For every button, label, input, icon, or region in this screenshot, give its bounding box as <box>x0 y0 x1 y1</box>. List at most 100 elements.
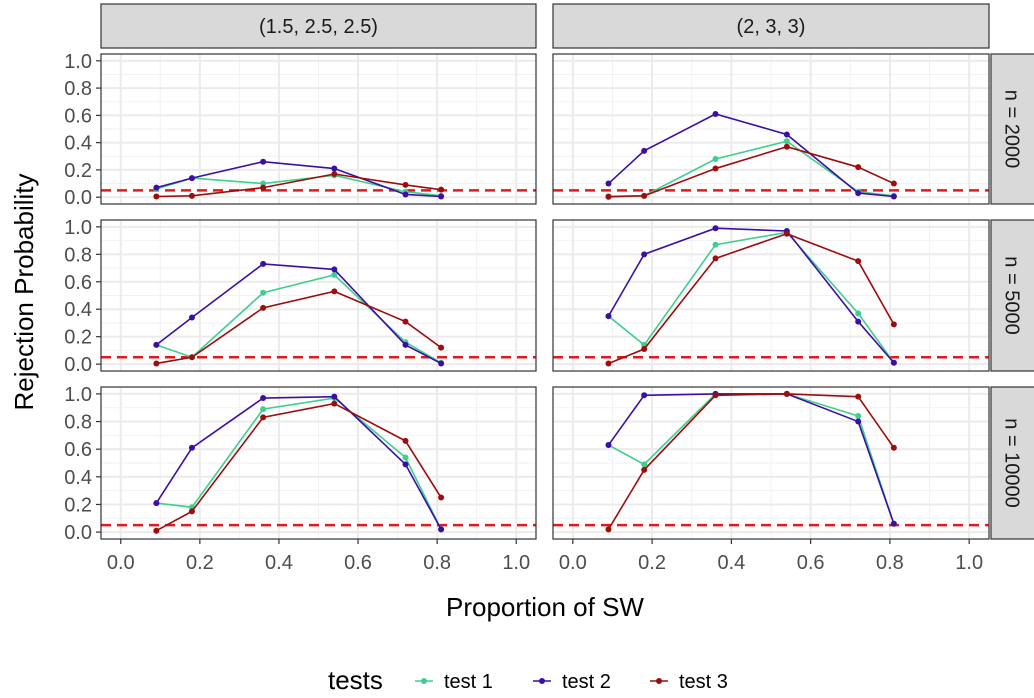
x-tick-label: 0.0 <box>559 552 587 574</box>
strips-layer: (1.5, 2.5, 2.5) (2, 3, 3) n = 2000 n = 5000… <box>100 3 1034 540</box>
data-point-test-3 <box>438 494 445 501</box>
row-strip <box>990 386 1034 540</box>
ticks-layer: 0.0 0.2 0.4 0.6 0.8 1.0 0.0 0.2 0.4 0.6 0.8 1.0 0.0 0… <box>64 51 983 574</box>
data-point-test-1 <box>783 138 790 145</box>
panel-border <box>552 386 990 540</box>
data-point-test-2 <box>153 500 160 507</box>
data-point-test-3 <box>260 184 267 191</box>
data-point-test-2 <box>641 392 648 399</box>
y-tick-label: 0.0 <box>64 522 92 544</box>
series-line-test-3 <box>156 290 442 365</box>
y-tick-label: 0.8 <box>64 412 92 434</box>
data-point-test-3 <box>641 466 648 473</box>
column-strip <box>552 3 990 49</box>
y-tick-label: 0.4 <box>64 299 92 321</box>
data-point-test-1 <box>402 454 409 461</box>
data-point-test-1 <box>260 406 267 413</box>
panel-r1-c1 <box>552 219 990 372</box>
data-point-test-2 <box>331 165 338 172</box>
y-tick-label: 0.0 <box>64 187 92 209</box>
panel-r0-c1 <box>552 53 990 205</box>
y-tick-label: 0.4 <box>64 133 92 155</box>
data-point-test-2 <box>855 418 862 425</box>
legend-key-point <box>421 678 427 684</box>
data-point-test-3 <box>260 304 267 311</box>
data-point-test-2 <box>153 184 160 191</box>
data-point-test-3 <box>855 258 862 265</box>
data-point-test-3 <box>438 344 445 351</box>
data-point-test-3 <box>438 186 445 193</box>
data-point-test-3 <box>783 230 790 237</box>
data-point-test-3 <box>188 508 195 515</box>
data-point-test-2 <box>188 175 195 182</box>
legend-title: tests <box>328 665 383 695</box>
series-line-test-2 <box>607 113 894 198</box>
x-tick-label: 1.0 <box>502 552 530 574</box>
data-point-test-2 <box>260 260 267 267</box>
data-point-test-2 <box>188 314 195 321</box>
data-point-test-2 <box>153 341 160 348</box>
series-line-test-1 <box>156 274 442 364</box>
data-point-test-1 <box>641 461 648 468</box>
data-point-test-1 <box>712 156 719 162</box>
panel-r1-c0 <box>100 219 537 372</box>
panels-layer <box>100 53 990 540</box>
data-point-test-2 <box>783 131 790 138</box>
data-point-test-2 <box>188 444 195 451</box>
data-point-test-2 <box>712 225 719 232</box>
x-tick-label: 0.4 <box>717 552 745 574</box>
data-point-test-3 <box>402 318 409 325</box>
data-point-test-3 <box>855 164 862 171</box>
x-tick-label: 0.2 <box>186 552 214 574</box>
x-tick-label: 0.6 <box>797 552 825 574</box>
data-point-test-2 <box>890 359 897 366</box>
data-point-test-3 <box>783 390 790 397</box>
panel-r2-c1 <box>552 386 990 540</box>
series-line-test-3 <box>608 232 895 365</box>
data-point-test-2 <box>260 395 267 402</box>
data-point-test-3 <box>890 321 897 328</box>
data-point-test-3 <box>153 527 160 534</box>
data-point-test-3 <box>783 143 790 150</box>
data-point-test-2 <box>605 313 612 320</box>
data-point-test-3 <box>188 354 195 361</box>
x-tick-label: 0.2 <box>638 552 666 574</box>
data-point-test-3 <box>605 193 612 200</box>
legend-key-point <box>539 678 545 684</box>
legend-label: test 1 <box>444 671 493 693</box>
y-tick-label: 0.0 <box>64 354 92 376</box>
data-point-test-2 <box>402 341 409 348</box>
data-point-test-3 <box>890 444 897 451</box>
y-tick-label: 0.8 <box>64 78 92 100</box>
data-point-test-2 <box>712 111 719 117</box>
data-point-test-3 <box>331 171 338 177</box>
data-point-test-1 <box>331 271 338 278</box>
legend-label: test 3 <box>679 671 728 693</box>
data-point-test-3 <box>855 393 862 400</box>
y-tick-label: 0.2 <box>64 327 92 349</box>
x-tick-label: 0.8 <box>876 552 904 574</box>
x-axis-title: Proportion of SW <box>446 592 644 622</box>
data-point-test-3 <box>402 437 409 444</box>
data-point-test-1 <box>712 241 719 248</box>
y-tick-label: 1.0 <box>64 384 92 406</box>
data-point-test-1 <box>855 413 862 420</box>
data-point-test-2 <box>438 526 445 533</box>
legend: tests test 1 test 2 test 3 <box>328 665 728 695</box>
data-point-test-3 <box>641 346 648 353</box>
series-line-test-3 <box>608 145 895 198</box>
data-point-test-3 <box>331 400 338 407</box>
column-strip-label: (2, 3, 3) <box>737 16 806 38</box>
row-strip-label: n = 5000 <box>1001 256 1023 334</box>
data-point-test-3 <box>605 526 612 533</box>
y-tick-label: 0.6 <box>64 439 92 461</box>
data-point-test-1 <box>855 310 862 317</box>
data-point-test-3 <box>641 192 648 199</box>
data-point-test-3 <box>890 180 897 187</box>
data-point-test-2 <box>641 147 648 154</box>
data-point-test-3 <box>188 192 195 199</box>
data-point-test-1 <box>260 289 267 296</box>
legend-key-point <box>656 678 662 684</box>
panel-r0-c0 <box>100 53 537 205</box>
data-point-test-2 <box>890 520 897 527</box>
